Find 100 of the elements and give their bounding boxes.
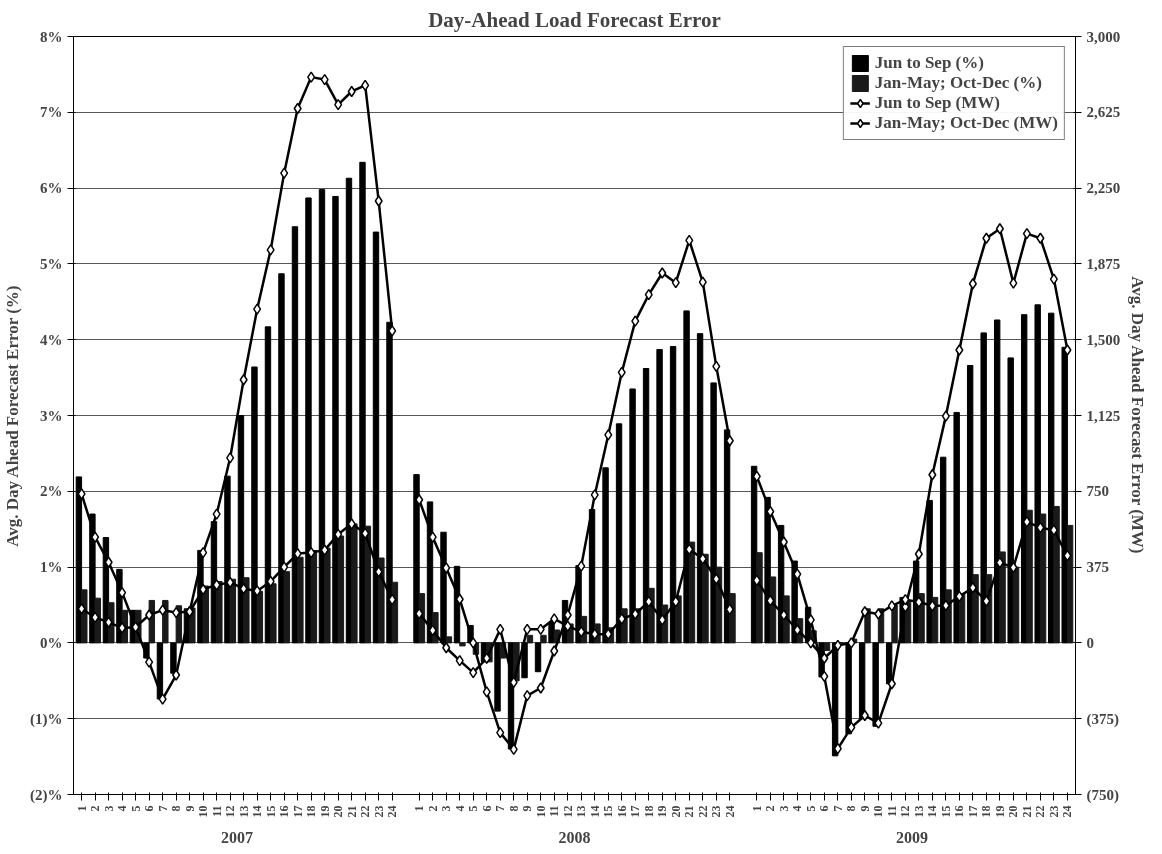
x-tick-label: 15 [601,805,616,818]
x-tick-label: 18 [641,805,656,818]
legend-label: Jan-May; Oct-Dec (%) [874,73,1042,93]
x-tick-label: 10 [196,805,211,818]
x-tick-label: 19 [992,805,1007,818]
x-tick-label: 14 [925,805,940,818]
y2-tick-label: (375) [1086,710,1119,728]
x-tick-label: 6 [142,805,157,812]
x-tick-label: 13 [574,805,589,818]
x-tick-label: 5 [803,805,818,812]
y-tick-label: 2% [40,483,63,500]
y-tick-label: (1)% [30,710,63,728]
x-tick-label: 3 [776,805,791,812]
y2-axis-title: Avg. Day Ahead Forecast Error (MW) [1128,276,1148,554]
x-tick-label: 3 [101,805,116,812]
y-tick-label: 3% [40,407,63,424]
y2-tick-label: 750 [1086,483,1109,500]
x-tick-label: 9 [857,805,872,812]
x-tick-label: 22 [1033,805,1048,818]
x-tick-label: 4 [115,805,130,812]
y-tick-label: 4% [40,331,63,348]
x-tick-label: 12 [223,805,238,818]
y2-tick-label: 3,000 [1086,28,1121,45]
y2-tick-label: 1,500 [1086,331,1121,348]
x-tick-label: 21 [344,805,359,818]
x-tick-label: 15 [263,805,278,818]
x-tick-label: 14 [587,805,602,818]
x-tick-label: 18 [979,805,994,818]
x-tick-label: 6 [479,805,494,812]
x-tick-label: 1 [749,805,764,812]
legend-label: Jan-May; Oct-Dec (MW) [874,113,1058,133]
x-tick-label: 23 [709,805,724,818]
x-tick-label: 16 [277,805,292,818]
x-tick-label: 18 [304,805,319,818]
y2-tick-label: 2,625 [1086,104,1121,121]
x-tick-label: 10 [533,805,548,818]
y2-tick-label: 1,125 [1086,407,1121,424]
x-tick-label: 3 [439,805,454,812]
x-tick-label: 8 [169,805,184,812]
x-tick-label: 12 [560,805,575,818]
y2-tick-label: (750) [1086,786,1119,804]
y-tick-label: 6% [40,180,63,197]
x-tick-label: 4 [452,805,467,812]
x-tick-label: 1 [412,805,427,812]
text: 2007 [220,828,253,846]
x-tick-label: 8 [844,805,859,812]
x-tick-label: 9 [182,805,197,812]
x-tick-label: 16 [952,805,967,818]
x-tick-label: 4 [790,805,805,812]
y-tick-label: (2)% [30,786,63,804]
x-tick-label: 9 [520,805,535,812]
y2-tick-label: 0 [1086,634,1094,651]
y-tick-label: 0% [40,634,63,651]
x-tick-label: 20 [668,805,683,818]
y-tick-label: 5% [40,255,63,272]
text: 2008 [558,828,591,846]
x-tick-label: 11 [209,805,224,817]
x-tick-label: 21 [1019,805,1034,818]
x-tick-label: 22 [695,805,710,818]
x-tick-label: 7 [830,805,845,812]
x-tick-label: 14 [250,805,265,818]
x-tick-label: 7 [155,805,170,812]
x-tick-label: 17 [628,805,643,818]
text: 2009 [896,828,929,846]
x-tick-label: 1 [74,805,89,812]
y2-tick-label: 1,875 [1086,255,1121,272]
x-tick-label: 21 [682,805,697,818]
x-tick-label: 19 [317,805,332,818]
legend-label: Jun to Sep (%) [874,53,984,73]
x-tick-label: 10 [871,805,886,818]
x-tick-label: 2 [425,805,440,812]
x-tick-label: 5 [128,805,143,812]
x-tick-label: 8 [506,805,521,812]
x-tick-label: 19 [655,805,670,818]
y-tick-label: 7% [40,104,63,121]
x-tick-label: 23 [1046,805,1061,818]
x-tick-label: 24 [722,805,737,818]
y2-tick-label: 2,250 [1086,180,1121,197]
x-tick-label: 20 [1006,805,1021,818]
chart-title: Day-Ahead Load Forecast Error [428,7,721,32]
x-tick-label: 7 [493,805,508,812]
x-tick-label: 2 [88,805,103,812]
x-tick-label: 2 [763,805,778,812]
x-tick-label: 12 [898,805,913,818]
x-tick-label: 5 [466,805,481,812]
x-tick-label: 17 [965,805,980,818]
x-tick-label: 24 [1060,805,1075,818]
x-tick-label: 6 [817,805,832,812]
y-axis-title: Avg. Day Ahead Forecast Error (%) [3,285,23,547]
y2-tick-label: 375 [1086,559,1109,576]
x-tick-label: 13 [911,805,926,818]
y-tick-label: 8% [40,28,63,45]
legend-label: Jun to Sep (MW) [874,93,1000,113]
y-tick-label: 1% [40,559,63,576]
x-tick-label: 13 [236,805,251,818]
x-tick-label: 15 [938,805,953,818]
x-tick-label: 24 [385,805,400,818]
x-tick-label: 17 [290,805,305,818]
x-tick-label: 20 [331,805,346,818]
x-tick-label: 11 [547,805,562,817]
